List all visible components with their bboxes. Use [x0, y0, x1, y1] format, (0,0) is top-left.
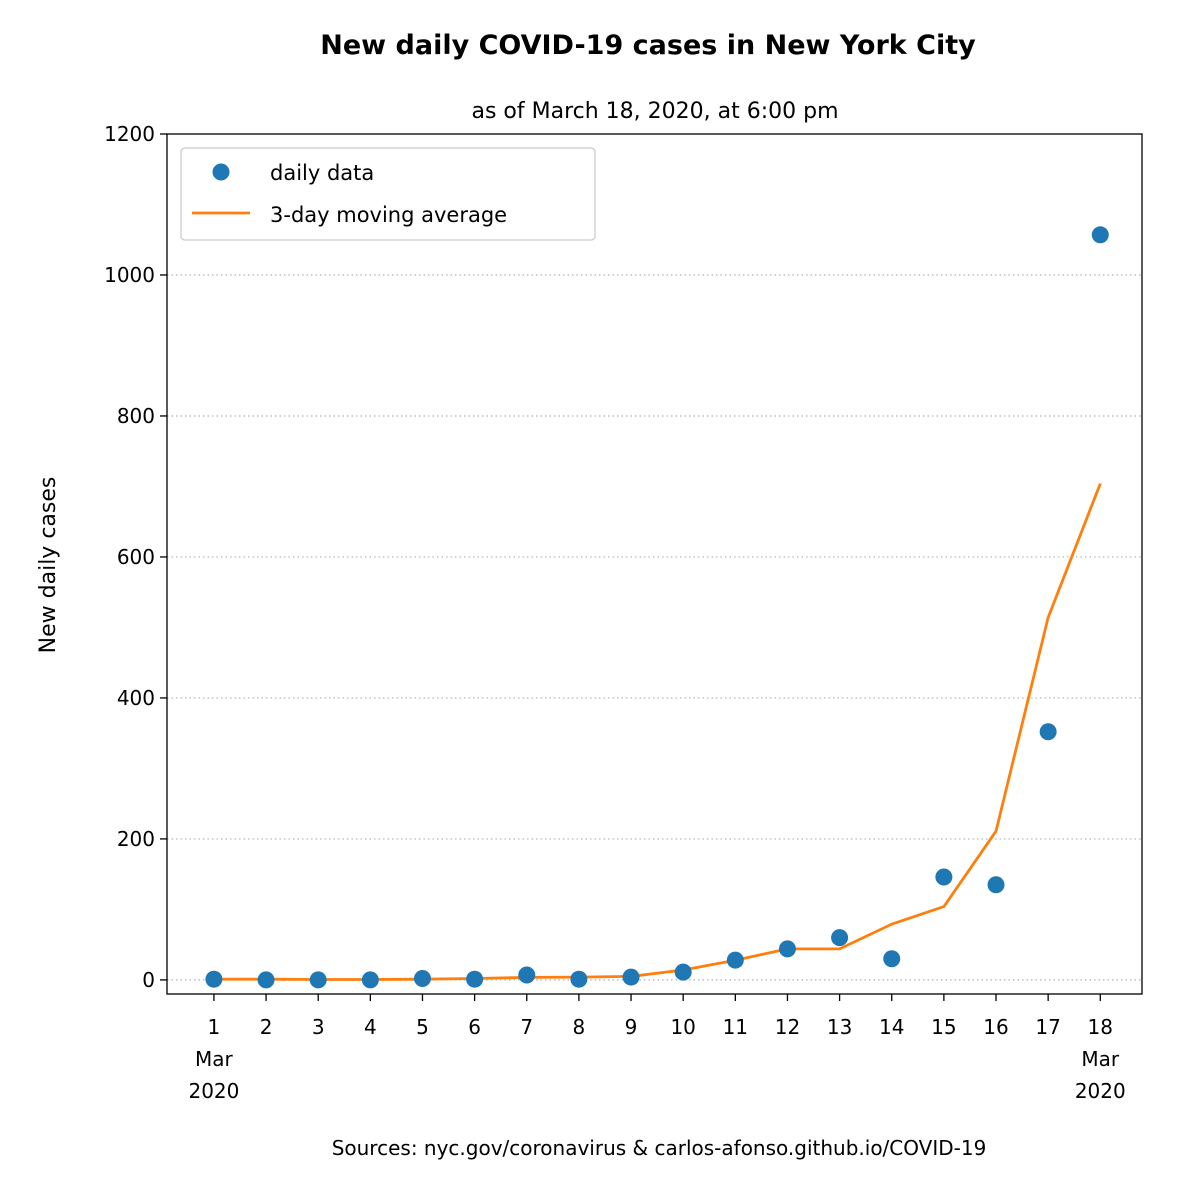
chart-subtitle: as of March 18, 2020, at 6:00 pm	[471, 99, 838, 124]
daily-data-point-10	[674, 963, 692, 981]
legend-marker-daily-data	[212, 163, 230, 181]
x-tick-label-11: 11	[723, 1015, 748, 1039]
daily-data-point-15	[935, 868, 953, 886]
x-sublabel-18-1: 2020	[1075, 1079, 1126, 1103]
daily-data-point-3	[309, 971, 327, 989]
x-sublabel-1-1: 2020	[188, 1079, 239, 1103]
x-tick-label-8: 8	[573, 1015, 586, 1039]
legend-label-moving-average: 3-day moving average	[270, 203, 507, 227]
y-tick-label-0: 0	[142, 968, 155, 992]
x-sublabel-1-0: Mar	[195, 1047, 234, 1071]
moving-average-line	[213, 483, 1102, 981]
y-axis: 0 200 400 600 800 1000 1200	[104, 122, 167, 992]
x-tick-label-13: 13	[827, 1015, 852, 1039]
x-tick-label-1: 1	[208, 1015, 221, 1039]
x-tick-label-3: 3	[312, 1015, 325, 1039]
x-tick-label-4: 4	[364, 1015, 377, 1039]
x-tick-label-17: 17	[1035, 1015, 1060, 1039]
y-tick-label-800: 800	[117, 404, 155, 428]
daily-data-point-5	[413, 969, 431, 987]
daily-data-point-6	[466, 970, 484, 988]
legend: daily data 3-day moving average	[180, 147, 596, 241]
x-axis: 1 2 3 4 5 6 7 8 9 10 11 12 13 14 15 16 17 18Mar2020Mar202…	[188, 994, 1126, 1103]
plot-frame	[166, 133, 1143, 995]
y-tick-label-600: 600	[117, 545, 155, 569]
y-tick-label-400: 400	[117, 686, 155, 710]
x-tick-label-5: 5	[416, 1015, 429, 1039]
grid-lines	[167, 274, 1142, 981]
x-tick-label-18: 18	[1088, 1015, 1113, 1039]
y-axis-label: New daily cases	[36, 477, 61, 654]
x-tick-label-10: 10	[670, 1015, 695, 1039]
x-sublabel-18-0: Mar	[1081, 1047, 1120, 1071]
daily-data-point-9	[622, 968, 640, 986]
x-tick-label-9: 9	[625, 1015, 638, 1039]
x-tick-label-15: 15	[931, 1015, 956, 1039]
daily-data-point-18	[1091, 226, 1109, 244]
daily-data-point-11	[726, 951, 744, 969]
daily-data-point-7	[518, 966, 536, 984]
x-tick-label-2: 2	[260, 1015, 273, 1039]
daily-data-point-12	[778, 940, 796, 958]
daily-data-point-2	[257, 971, 275, 989]
x-tick-label-12: 12	[775, 1015, 800, 1039]
chart-title: New daily COVID-19 cases in New York Cit…	[320, 30, 976, 61]
x-tick-label-7: 7	[520, 1015, 533, 1039]
daily-data-point-8	[570, 970, 588, 988]
legend-box	[180, 147, 596, 241]
y-tick-label-1200: 1200	[104, 122, 155, 146]
daily-data-point-16	[987, 876, 1005, 894]
daily-data-point-13	[831, 929, 849, 947]
x-tick-label-14: 14	[879, 1015, 904, 1039]
daily-data-point-4	[361, 971, 379, 989]
daily-data-point-14	[883, 950, 901, 968]
sources-footnote: Sources: nyc.gov/coronavirus & carlos-af…	[332, 1136, 987, 1160]
legend-label-daily-data: daily data	[270, 161, 374, 185]
y-tick-label-200: 200	[117, 827, 155, 851]
x-tick-label-16: 16	[983, 1015, 1008, 1039]
plot-series	[205, 226, 1109, 989]
y-tick-label-1000: 1000	[104, 263, 155, 287]
x-tick-label-6: 6	[468, 1015, 481, 1039]
daily-data-point-17	[1039, 723, 1057, 741]
daily-data-point-1	[205, 970, 223, 988]
